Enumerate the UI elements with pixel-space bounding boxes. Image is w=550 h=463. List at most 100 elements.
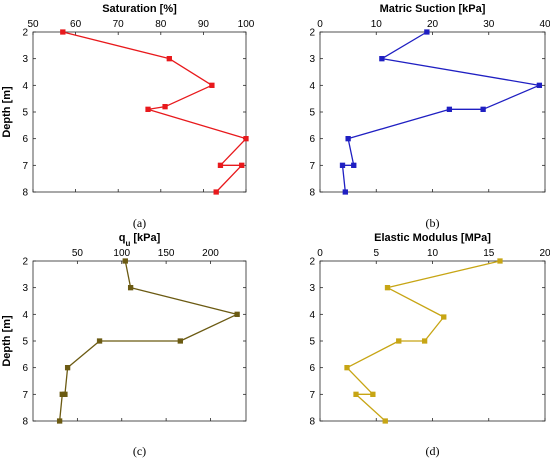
x-tick-label: 20: [427, 19, 439, 30]
panel-caption: (b): [426, 216, 440, 230]
data-point: [441, 314, 447, 320]
data-point: [345, 136, 351, 142]
title-main: q: [119, 232, 126, 244]
y-tick-label: 5: [22, 108, 28, 119]
data-point: [480, 106, 486, 112]
y-tick-label: 7: [309, 390, 315, 401]
plot-frame: [319, 31, 546, 193]
elastic-modulus-panel: 0 5 10 15 20 2 3 4 5 6 7 8 Elastic Modulus [MPa] (d): [309, 232, 550, 458]
data-point: [56, 418, 63, 424]
data-point: [497, 258, 503, 264]
y-tick-label: 5: [22, 337, 28, 348]
y-tick-label: 7: [22, 161, 28, 172]
x-tick-label: 10: [427, 248, 439, 259]
panel-caption: (c): [133, 444, 146, 458]
data-point: [60, 29, 66, 35]
data-point: [59, 391, 65, 397]
x-tick-label: 90: [198, 19, 210, 30]
x-tick-label: 70: [113, 19, 125, 30]
chart-title: Matric Suction [kPa]: [380, 3, 486, 15]
x-tick-label: 10: [371, 19, 383, 30]
y-tick-label: 4: [22, 310, 28, 321]
data-point: [424, 29, 430, 35]
y-axis-label: Depth [m]: [1, 86, 13, 138]
y-tick-label: 3: [22, 54, 28, 65]
x-tick-label: 100: [238, 19, 255, 30]
y-tick-label: 4: [22, 81, 28, 92]
y-tick-label: 2: [309, 257, 315, 268]
data-point: [384, 285, 391, 291]
x-tick-label: 60: [70, 19, 82, 30]
panel-caption: (d): [426, 444, 440, 458]
x-tick-label: 0: [317, 19, 323, 30]
data-point: [446, 106, 453, 112]
y-tick-label: 6: [22, 363, 28, 374]
y-axis-label: Depth [m]: [1, 315, 13, 367]
data-point: [243, 136, 249, 142]
matric-suction-panel: 0 10 20 30 40 2 3 4 5 6 7 8 Matric Suction [kPa] (b): [309, 3, 550, 230]
data-point: [379, 56, 385, 62]
data-point: [213, 189, 219, 195]
x-tick-label: 15: [483, 248, 495, 259]
y-tick-label: 7: [309, 161, 315, 172]
x-tick-label: 20: [539, 248, 550, 259]
y-tick-label: 6: [309, 134, 315, 145]
y-tick-label: 2: [22, 28, 28, 39]
data-point: [96, 338, 103, 344]
data-point: [64, 365, 71, 371]
data-point: [339, 162, 346, 168]
x-tick-label: 0: [317, 248, 323, 259]
y-tick-label: 8: [22, 417, 28, 428]
y-tick-label: 3: [309, 283, 315, 294]
y-tick-label: 5: [309, 337, 315, 348]
x-tick-label: 100: [113, 248, 130, 259]
data-point: [396, 338, 402, 344]
data-point: [166, 56, 172, 62]
series-line: [58, 260, 238, 422]
y-tick-label: 2: [309, 28, 315, 39]
qu-panel: 50 100 150 200 2 3 4 5 6 7 8 qu [kPa] Depth [m] (c): [1, 232, 247, 458]
x-tick-label: 200: [202, 248, 219, 259]
data-point: [353, 391, 359, 397]
y-tick-label: 4: [309, 81, 315, 92]
x-tick-label: 5: [373, 248, 379, 259]
y-tick-label: 2: [22, 257, 28, 268]
data-point: [239, 162, 245, 168]
data-point: [382, 418, 388, 424]
chart-title: Saturation [%]: [102, 3, 177, 15]
y-tick-label: 3: [22, 283, 28, 294]
x-tick-label: 30: [483, 19, 495, 30]
title-suffix: [kPa]: [130, 232, 160, 244]
saturation-panel: 50 60 70 80 90 100 2 3 4 5 6 7 8 Saturation [%] Depth …: [1, 3, 255, 230]
y-tick-label: 5: [309, 108, 315, 119]
y-tick-label: 8: [309, 417, 315, 428]
data-point: [217, 162, 224, 168]
y-tick-label: 6: [22, 134, 28, 145]
data-point: [209, 82, 215, 88]
data-point: [145, 106, 151, 112]
y-tick-label: 8: [309, 188, 315, 199]
panel-caption: (a): [133, 216, 146, 230]
series-line: [341, 31, 541, 193]
x-tick-label: 80: [155, 19, 167, 30]
title-subscript: u: [125, 239, 130, 248]
data-point: [162, 104, 168, 110]
data-point: [127, 285, 134, 291]
x-tick-label: 150: [158, 248, 175, 259]
x-tick-label: 50: [27, 19, 39, 30]
plot-frame: [32, 31, 247, 193]
chart-title: qu [kPa]: [119, 232, 161, 248]
y-tick-label: 8: [22, 188, 28, 199]
data-point: [370, 391, 376, 397]
data-point: [342, 189, 348, 195]
y-tick-label: 6: [309, 363, 315, 374]
data-point: [421, 338, 428, 344]
chart-title: Elastic Modulus [MPa]: [374, 232, 491, 244]
x-tick-label: 50: [72, 248, 84, 259]
series-line: [62, 31, 247, 193]
data-point: [122, 258, 128, 264]
data-point: [234, 311, 240, 317]
y-tick-label: 7: [22, 390, 28, 401]
plot-frame: [319, 260, 546, 422]
